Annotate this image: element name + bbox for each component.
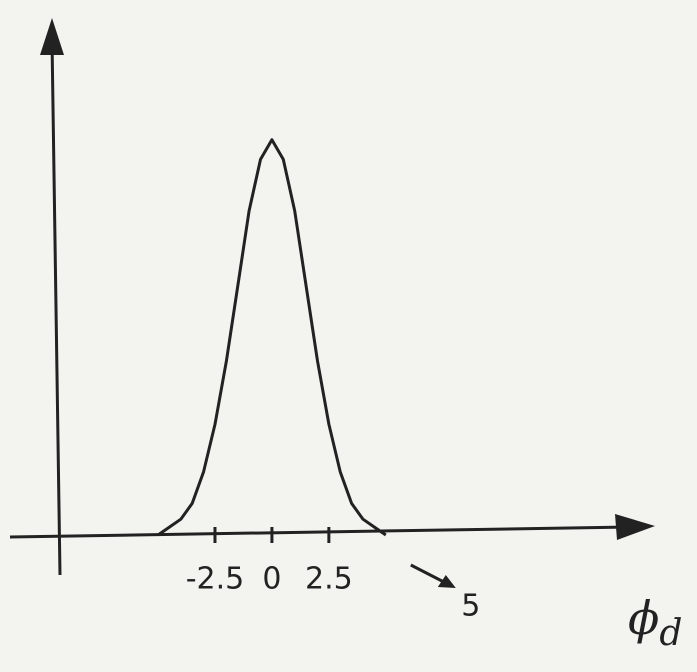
- annotation-arrowhead: [437, 575, 456, 588]
- y-axis: [50, 39, 62, 576]
- annotation-arrow: [410, 563, 447, 585]
- x-tick-label: -2.5: [186, 562, 245, 597]
- x-axis: [9, 525, 631, 539]
- curve: [157, 138, 387, 537]
- x-label-symbol: ϕ: [628, 591, 659, 645]
- annotation: 5: [461, 589, 480, 624]
- x-tick-label: 2.5: [305, 562, 353, 597]
- x-tick-label: 0: [262, 562, 281, 597]
- x-axis-arrow: [615, 514, 655, 540]
- x-label-subscript: d: [659, 613, 682, 654]
- x-label: ϕd: [628, 591, 682, 654]
- y-axis-arrow: [40, 18, 64, 55]
